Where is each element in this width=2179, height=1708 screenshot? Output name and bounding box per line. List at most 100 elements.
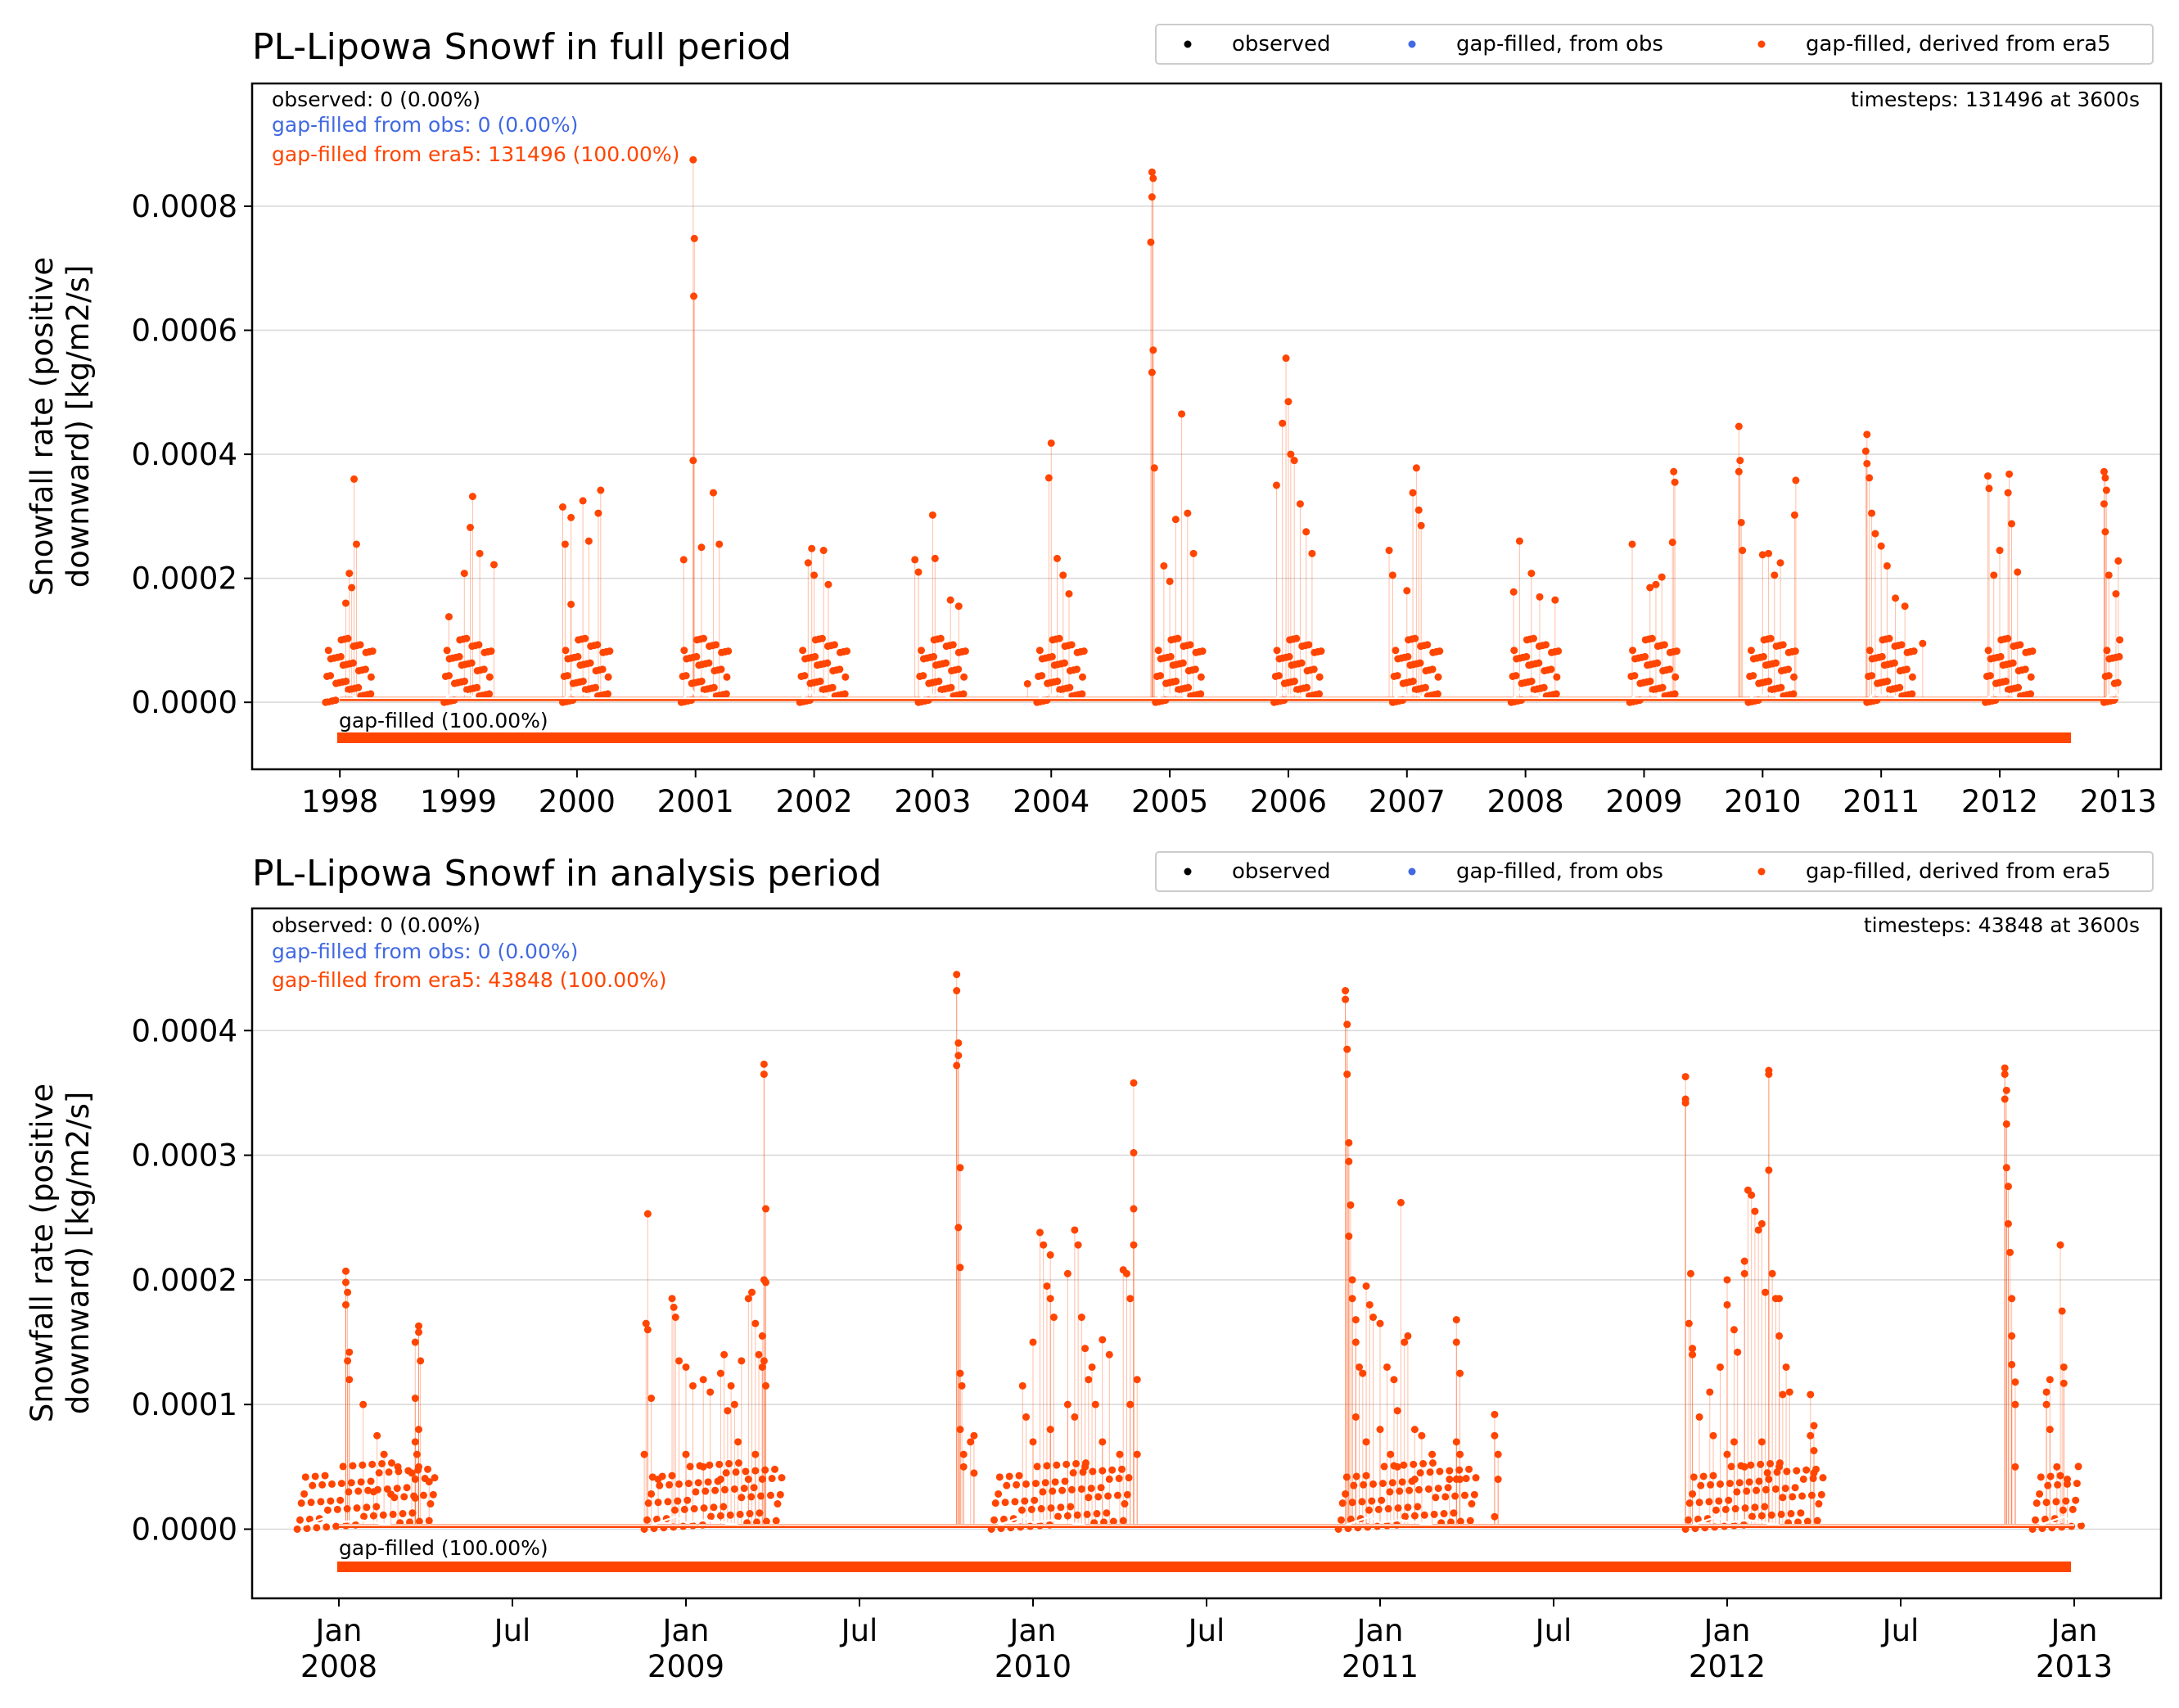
data-point xyxy=(680,647,688,655)
data-point xyxy=(928,511,936,519)
x-tick-label: 1999 xyxy=(420,784,497,819)
annotation-observed: observed: 0 (0.00%) xyxy=(272,88,480,111)
data-point xyxy=(949,641,957,649)
data-point xyxy=(819,547,828,555)
data-point xyxy=(341,1300,350,1309)
data-point xyxy=(1392,647,1400,655)
mean-trace xyxy=(1749,688,1781,700)
data-point xyxy=(1073,665,1081,674)
data-point xyxy=(327,1497,335,1505)
x-tick-label: 2009 xyxy=(1605,784,1682,819)
y-tick-label: 0.0008 xyxy=(132,189,237,224)
data-point xyxy=(1031,1480,1040,1488)
data-point xyxy=(1468,1500,1476,1508)
data-point xyxy=(1035,1228,1044,1237)
data-point xyxy=(301,1473,309,1481)
data-point xyxy=(1351,1338,1360,1346)
data-point xyxy=(1717,1363,1725,1371)
data-point xyxy=(1051,1478,1059,1486)
data-point xyxy=(1023,679,1031,687)
data-point xyxy=(704,1478,712,1486)
data-point xyxy=(734,1438,742,1446)
legend-marker-era5 xyxy=(1757,868,1766,876)
data-point xyxy=(337,1480,345,1488)
data-point xyxy=(2007,520,2015,528)
data-point xyxy=(2116,636,2124,644)
data-point xyxy=(2006,1248,2014,1256)
data-point xyxy=(1133,1450,1141,1458)
data-point xyxy=(990,1516,999,1524)
data-point xyxy=(1005,1472,1013,1480)
data-point xyxy=(1701,1524,1709,1532)
data-point xyxy=(958,1381,966,1390)
data-point xyxy=(1343,1021,1351,1029)
x-tick-label: Jan xyxy=(314,1613,362,1648)
data-point xyxy=(1771,1485,1780,1493)
data-point xyxy=(642,1319,650,1327)
data-point xyxy=(1510,647,1518,655)
data-point xyxy=(1984,472,1992,480)
data-point xyxy=(2114,557,2123,565)
data-point xyxy=(1067,641,1076,649)
data-point xyxy=(2053,1462,2061,1471)
data-point xyxy=(379,1511,387,1519)
data-point xyxy=(2072,1496,2080,1504)
data-point xyxy=(2004,1183,2012,1191)
data-point xyxy=(1374,1505,1383,1513)
data-point xyxy=(953,971,961,979)
data-point xyxy=(1717,1480,1725,1488)
data-point xyxy=(1877,542,1885,550)
data-point xyxy=(746,1510,754,1518)
data-point xyxy=(2014,683,2023,692)
data-point xyxy=(1029,1438,1037,1446)
data-point xyxy=(1652,580,1660,588)
data-point xyxy=(720,1350,729,1359)
data-point xyxy=(460,570,468,578)
data-point xyxy=(1119,1516,1127,1525)
data-point xyxy=(816,677,824,685)
data-point xyxy=(1060,659,1068,667)
data-point xyxy=(997,1525,1005,1533)
data-point xyxy=(1658,573,1666,581)
data-point xyxy=(1334,1525,1342,1533)
data-point xyxy=(1121,1500,1129,1508)
data-point xyxy=(1296,500,1304,508)
data-point xyxy=(1105,1475,1113,1483)
data-point xyxy=(1892,594,1900,602)
data-point xyxy=(297,1499,305,1507)
data-point xyxy=(1491,1512,1499,1521)
data-point xyxy=(1149,346,1157,354)
data-point xyxy=(670,1506,679,1514)
data-point xyxy=(1512,672,1520,680)
data-marks xyxy=(293,971,2127,1533)
data-point xyxy=(343,1505,351,1513)
data-point xyxy=(1748,1191,1756,1199)
data-point xyxy=(1731,1505,1739,1513)
data-point xyxy=(722,1469,730,1477)
y-tick-label: 0.0001 xyxy=(132,1387,237,1422)
data-point xyxy=(1462,1475,1470,1483)
data-point xyxy=(1385,547,1393,555)
x-tick-label: 2006 xyxy=(1250,784,1327,819)
data-point xyxy=(1350,1481,1358,1489)
data-point xyxy=(475,641,483,649)
data-point xyxy=(336,652,345,660)
data-point xyxy=(584,537,593,545)
mean-trace xyxy=(327,688,359,700)
data-point xyxy=(970,1431,978,1440)
data-point xyxy=(1751,1503,1759,1512)
data-point xyxy=(954,1039,963,1047)
data-point xyxy=(1184,683,1193,692)
data-point xyxy=(1097,1484,1105,1492)
data-point xyxy=(1378,1480,1387,1488)
data-point xyxy=(1279,419,1287,427)
data-point xyxy=(1721,1522,1729,1530)
data-point xyxy=(341,1278,350,1287)
data-point xyxy=(1815,1500,1823,1508)
data-point xyxy=(417,1357,425,1365)
data-point xyxy=(350,475,359,483)
data-point xyxy=(690,1505,698,1513)
data-point xyxy=(1401,1338,1409,1346)
data-point xyxy=(1317,647,1325,656)
data-point xyxy=(1536,593,1544,601)
